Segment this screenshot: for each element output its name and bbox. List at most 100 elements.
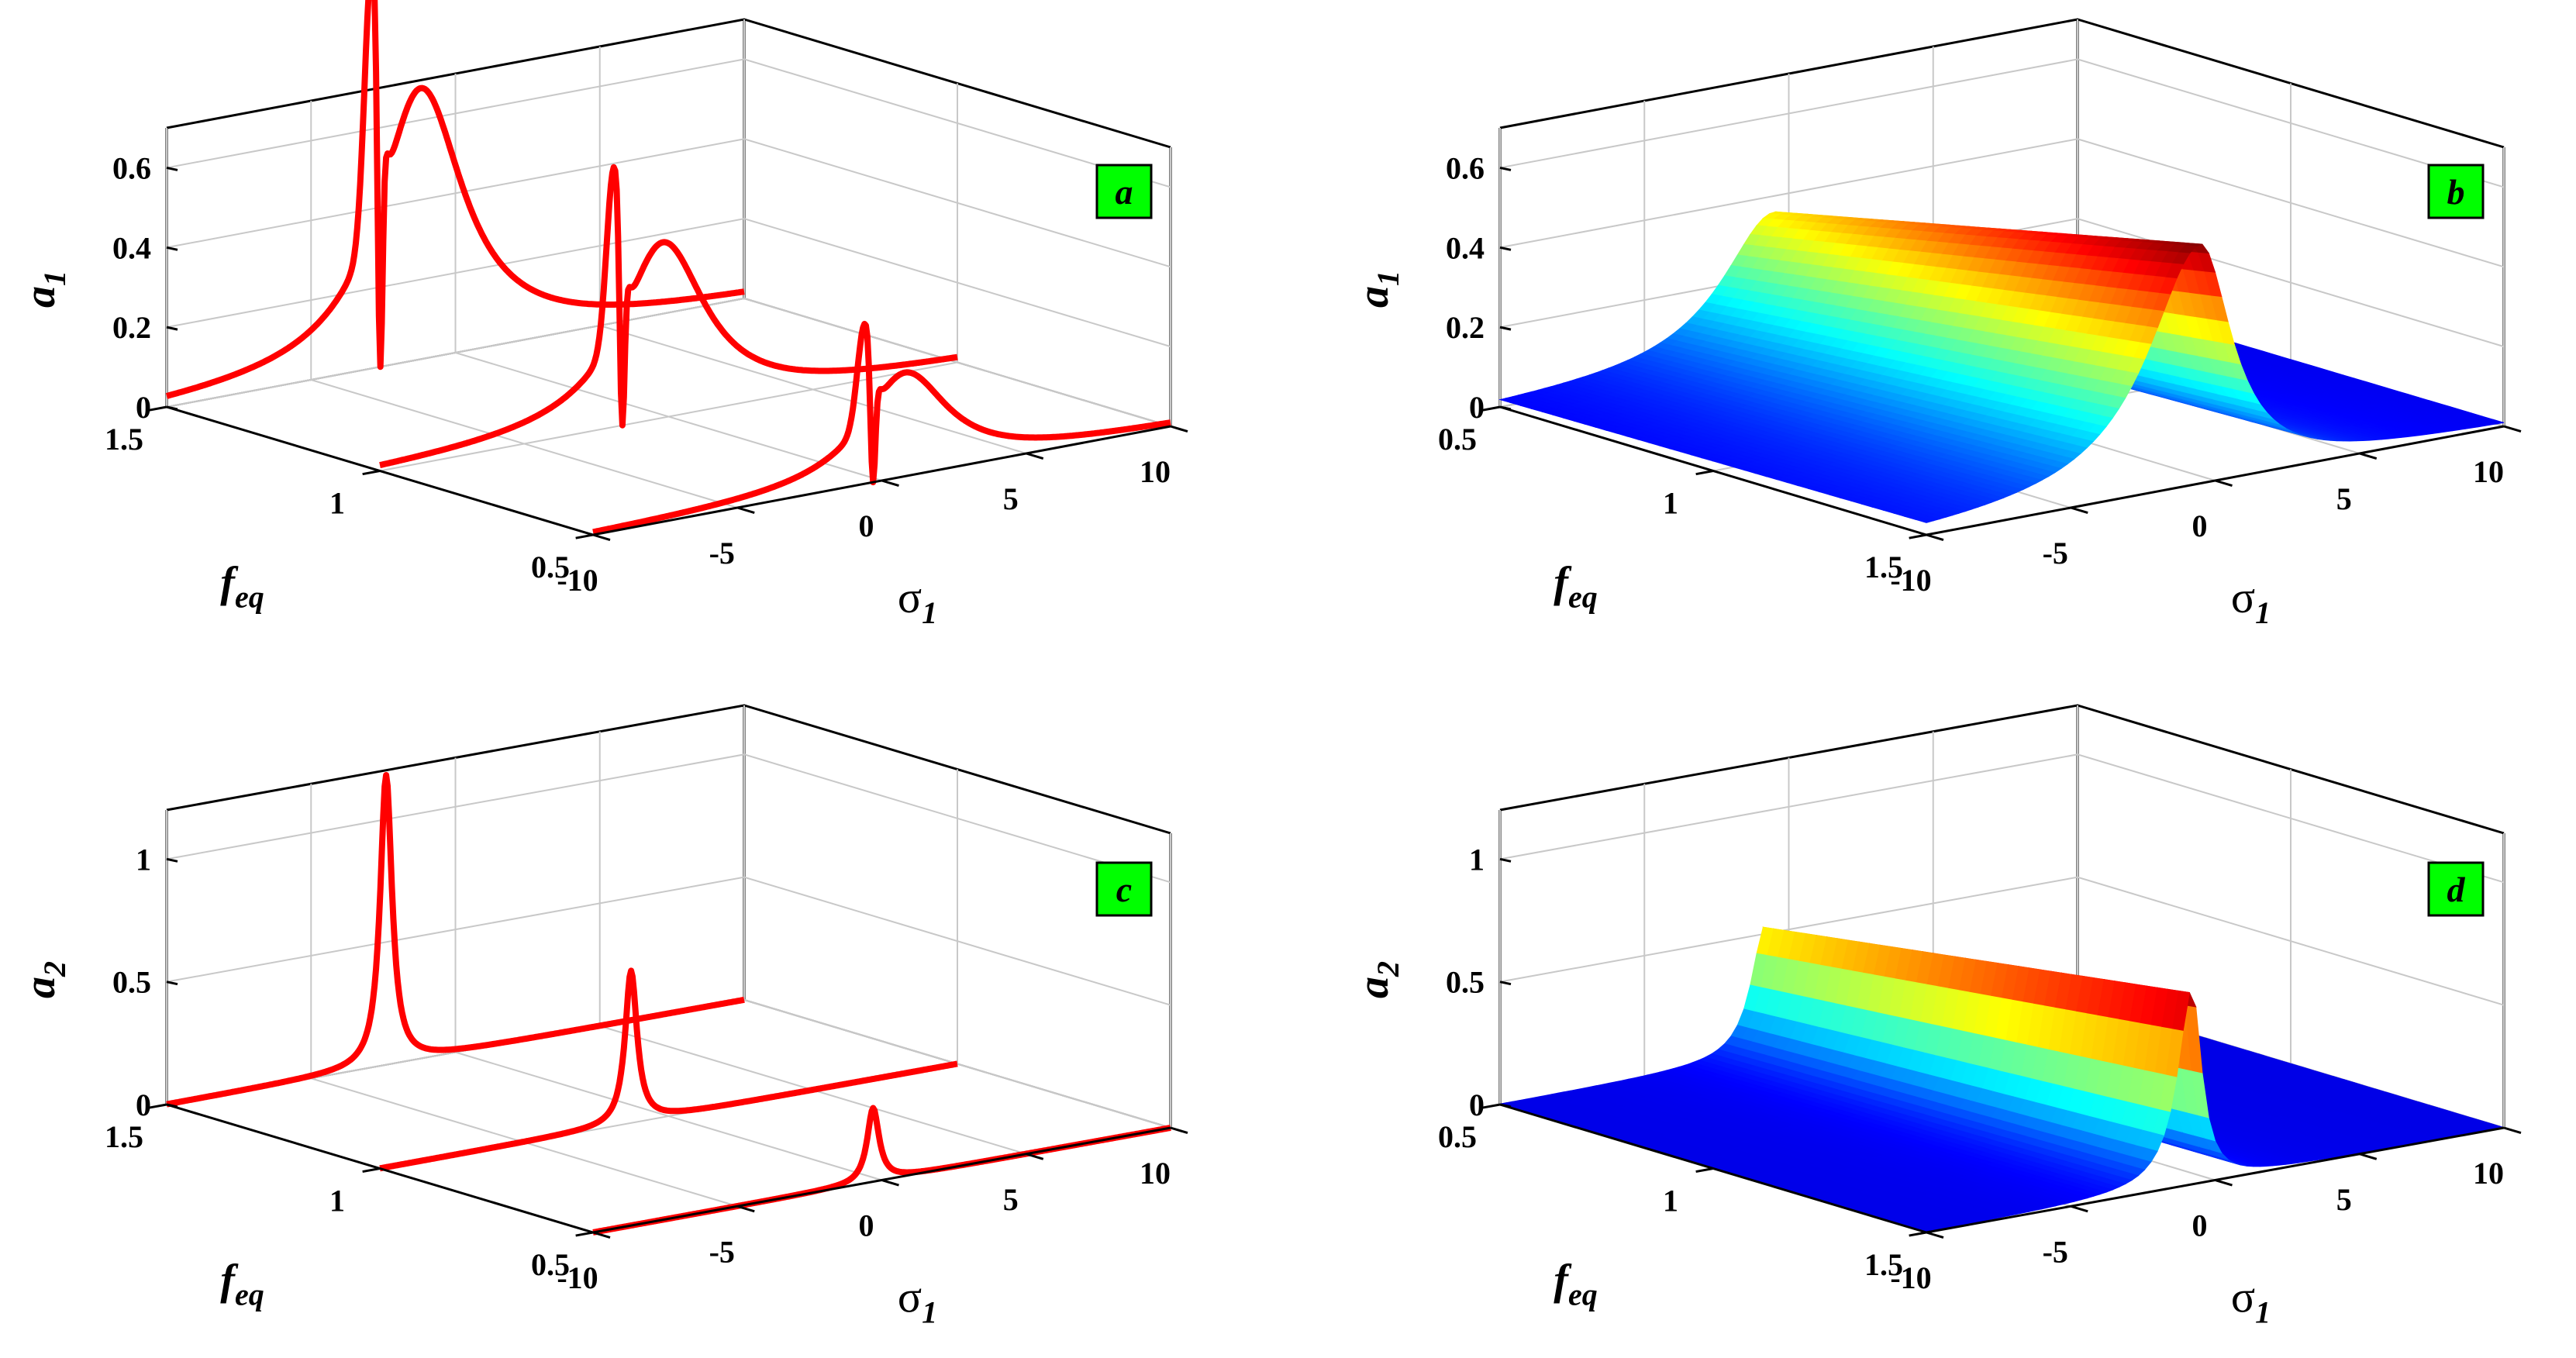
y-tick xyxy=(575,533,594,539)
x-tick-label: 0 xyxy=(859,1208,874,1243)
y-axis-label: feq xyxy=(220,558,264,614)
z-tick xyxy=(166,246,178,251)
y-tick-label: 1.5 xyxy=(1864,550,1903,584)
z-tick-label: 0.6 xyxy=(1446,150,1485,185)
grid-z-line xyxy=(166,58,1171,188)
y-tick-label: 1 xyxy=(329,1184,345,1218)
axes-box-a xyxy=(165,18,1172,427)
x-tick-label: 5 xyxy=(1003,1182,1019,1217)
box-top-edge xyxy=(166,18,1171,149)
x-tick-label: -5 xyxy=(709,536,735,570)
x-tick xyxy=(592,533,611,542)
x-tick-label: 5 xyxy=(1003,481,1019,516)
curve-feq-1 xyxy=(378,967,960,1172)
z-tick-label: 0.2 xyxy=(112,310,151,345)
y-tick-label: 1 xyxy=(1663,486,1678,521)
data-c xyxy=(164,772,1173,1236)
x-axis-label: σ1 xyxy=(898,572,937,630)
y-tick xyxy=(362,470,381,476)
x-axis-label: σ1 xyxy=(2231,572,2271,630)
y-axis-label: feq xyxy=(1554,558,1597,614)
z-axis-label: a1 xyxy=(16,271,72,308)
z-tick-label: 0 xyxy=(136,390,151,425)
z-tick xyxy=(166,857,178,863)
y-tick xyxy=(1482,405,1501,412)
z-tick-label: 0.5 xyxy=(112,965,151,1000)
y-tick xyxy=(1909,533,1927,539)
x-axis-label: σ1 xyxy=(898,1271,937,1329)
z-tick xyxy=(1499,405,1512,411)
grid-z-line xyxy=(166,876,1171,1006)
data-a xyxy=(164,0,1173,536)
grid-a xyxy=(166,19,1171,536)
x-tick-label: -5 xyxy=(2043,536,2068,570)
grid-y-floor xyxy=(379,361,958,472)
z-tick xyxy=(166,326,178,331)
x-tick xyxy=(1170,1126,1188,1135)
box-top-edge xyxy=(1499,704,2505,835)
z-tick-label: 1 xyxy=(136,842,151,877)
panel-badge-label: b xyxy=(2447,172,2465,212)
grid-y-floor xyxy=(166,298,745,408)
y-tick xyxy=(362,1167,381,1174)
z-tick-label: 0.4 xyxy=(1446,230,1485,265)
box-top-edge xyxy=(1499,18,2505,149)
z-tick xyxy=(1499,246,1512,251)
grid-z-line xyxy=(1499,58,2505,188)
x-tick xyxy=(2503,425,2522,433)
x-tick xyxy=(2359,452,2378,460)
y-tick-label: 1 xyxy=(329,486,345,521)
x-tick xyxy=(881,1179,899,1187)
x-tick-label: 10 xyxy=(1140,454,1171,489)
data-b xyxy=(1498,211,2505,523)
z-tick-label: 0.2 xyxy=(1446,310,1485,345)
x-tick xyxy=(1926,533,1944,542)
y-tick-label: 0.5 xyxy=(531,1247,570,1282)
z-tick xyxy=(1499,166,1512,171)
z-tick-label: 0.6 xyxy=(112,150,151,185)
data-d xyxy=(1499,926,2505,1232)
panel-badge xyxy=(1095,164,1153,219)
z-tick-label: 0.4 xyxy=(112,230,151,265)
x-tick xyxy=(1170,425,1188,433)
x-tick xyxy=(881,479,899,488)
z-axis-label: a1 xyxy=(1350,271,1405,308)
x-tick xyxy=(736,506,755,515)
z-tick xyxy=(166,981,178,986)
grid-z-line xyxy=(166,297,1171,427)
z-tick xyxy=(1499,326,1512,331)
box-top-edge xyxy=(166,704,1171,835)
y-tick xyxy=(575,1231,594,1237)
y-tick-label: 1.5 xyxy=(105,422,143,457)
y-tick-label: 1.5 xyxy=(105,1119,143,1154)
y-axis-label: feq xyxy=(220,1256,264,1311)
z-tick-label: 0 xyxy=(1469,390,1485,425)
x-tick-label: 0 xyxy=(2192,508,2208,543)
z-axis-label: a2 xyxy=(16,961,72,998)
x-tick-label: 10 xyxy=(1140,1156,1171,1191)
grid-z-line xyxy=(1499,753,2505,884)
panel-badge-label: c xyxy=(1116,870,1132,909)
x-tick-label: -5 xyxy=(709,1234,735,1269)
y-tick-label: 0.5 xyxy=(531,550,570,584)
z-tick xyxy=(166,405,178,411)
x-tick-label: 10 xyxy=(2473,454,2504,489)
y-tick xyxy=(149,1103,167,1109)
curve-feq-1 xyxy=(378,164,960,469)
z-tick-label: 0 xyxy=(136,1087,151,1122)
x-tick-label: 5 xyxy=(2336,481,2352,516)
panel-badge-label: a xyxy=(1116,172,1133,212)
x-tick xyxy=(2215,479,2233,488)
grid-z-line xyxy=(166,753,1171,884)
x-tick xyxy=(1026,452,1044,460)
curve-feq-1_5 xyxy=(164,0,747,399)
y-tick xyxy=(149,405,167,412)
curve-feq-0_5 xyxy=(591,1105,1173,1236)
